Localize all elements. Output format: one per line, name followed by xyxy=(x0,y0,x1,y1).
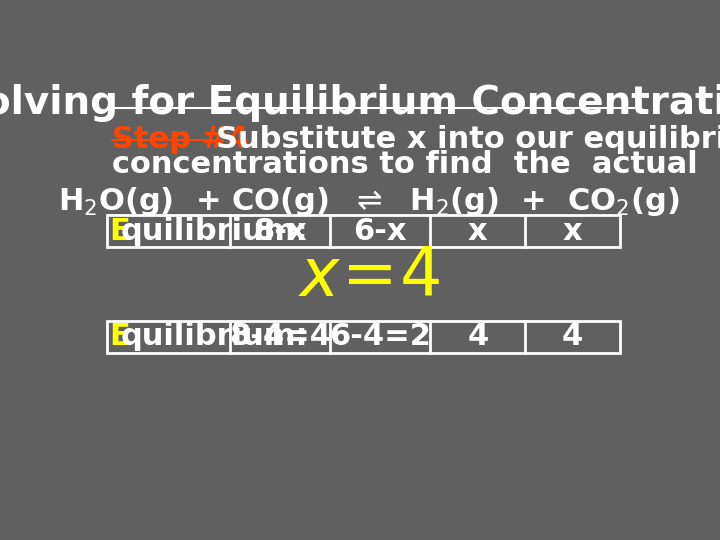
Text: quilibrium:: quilibrium: xyxy=(120,217,307,246)
Text: 4: 4 xyxy=(467,322,488,351)
Text: Solving for Equilibrium Concentration: Solving for Equilibrium Concentration xyxy=(0,84,720,122)
Text: quilibrium:: quilibrium: xyxy=(120,322,307,351)
Text: E: E xyxy=(109,217,130,246)
Text: Step #4:: Step #4: xyxy=(112,125,261,154)
Text: x: x xyxy=(468,217,487,246)
FancyBboxPatch shape xyxy=(107,215,620,247)
Text: E: E xyxy=(109,322,130,351)
Text: 8-x: 8-x xyxy=(253,217,307,246)
FancyBboxPatch shape xyxy=(107,321,620,353)
Text: H$_2$O(g)  + CO(g)  $\rightleftharpoons$  H$_2$(g)  +  CO$_2$(g): H$_2$O(g) + CO(g) $\rightleftharpoons$ H… xyxy=(58,185,680,218)
Text: 8-4=4: 8-4=4 xyxy=(229,322,330,351)
Text: 4: 4 xyxy=(562,322,583,351)
Text: $x\!=\!4$: $x\!=\!4$ xyxy=(298,244,440,310)
Text: 6-x: 6-x xyxy=(354,217,407,246)
Text: concentrations to find  the  actual  concentrations: concentrations to find the actual concen… xyxy=(112,150,720,179)
Text: 6-4=2: 6-4=2 xyxy=(329,322,431,351)
Text: Substitute x into our equilibrium: Substitute x into our equilibrium xyxy=(215,125,720,154)
Text: x: x xyxy=(563,217,582,246)
